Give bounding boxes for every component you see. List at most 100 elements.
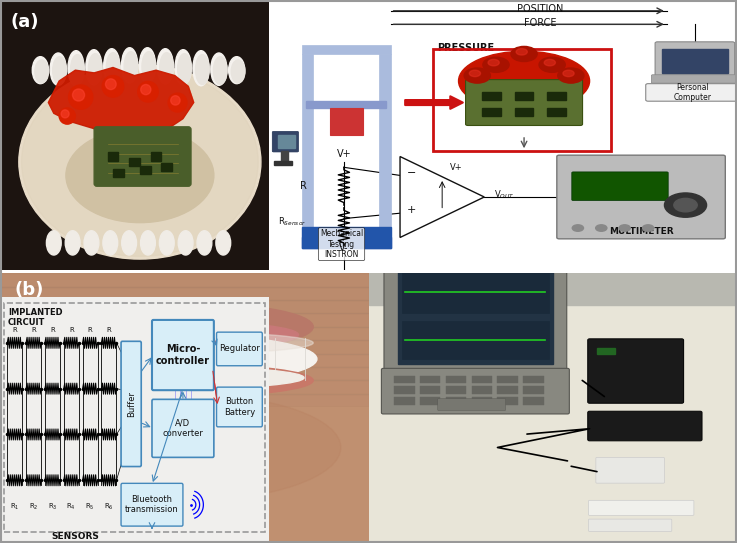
Bar	[523, 397, 543, 405]
Text: 101|528 V AC: 101|528 V AC	[601, 184, 640, 189]
Text: R$_5$: R$_5$	[85, 502, 95, 512]
Text: R$_4$: R$_4$	[66, 502, 76, 512]
Bar	[497, 376, 517, 383]
Bar	[0, 434, 368, 447]
Text: R: R	[69, 327, 74, 333]
Circle shape	[150, 458, 159, 464]
Ellipse shape	[68, 50, 84, 86]
Ellipse shape	[55, 332, 313, 353]
FancyBboxPatch shape	[382, 368, 569, 414]
Text: Bluetooth
transmission: Bluetooth transmission	[125, 495, 179, 514]
Ellipse shape	[28, 394, 340, 501]
FancyBboxPatch shape	[466, 80, 582, 125]
Circle shape	[242, 458, 251, 464]
Circle shape	[171, 355, 212, 384]
Text: R: R	[299, 181, 307, 191]
Circle shape	[572, 225, 584, 231]
FancyBboxPatch shape	[587, 339, 683, 403]
Circle shape	[209, 431, 217, 437]
Text: V$_{OUT}$: V$_{OUT}$	[494, 188, 514, 200]
Circle shape	[171, 96, 180, 105]
Bar	[150, 153, 161, 161]
Circle shape	[130, 404, 139, 411]
FancyBboxPatch shape	[588, 519, 671, 532]
Bar	[482, 108, 500, 116]
Circle shape	[511, 46, 537, 61]
Bar	[472, 386, 492, 394]
Bar	[0, 273, 368, 287]
Circle shape	[227, 377, 236, 384]
Bar	[0, 394, 368, 407]
Text: PRESSURE: PRESSURE	[438, 43, 495, 53]
Ellipse shape	[88, 54, 102, 84]
Ellipse shape	[35, 60, 49, 83]
Circle shape	[558, 68, 584, 83]
Circle shape	[469, 70, 481, 77]
Circle shape	[153, 431, 161, 437]
Bar	[0, 327, 368, 340]
FancyBboxPatch shape	[121, 483, 183, 526]
Bar	[0, 421, 368, 434]
Bar	[548, 92, 566, 100]
Ellipse shape	[193, 50, 209, 86]
Text: IMPLANTED
CIRCUIT: IMPLANTED CIRCUIT	[8, 308, 63, 327]
Circle shape	[61, 110, 69, 118]
Circle shape	[232, 404, 241, 411]
Bar	[523, 376, 543, 383]
Bar	[446, 397, 466, 405]
Text: V+: V+	[450, 163, 463, 172]
Circle shape	[214, 484, 223, 491]
Circle shape	[516, 48, 528, 55]
Text: R: R	[31, 327, 36, 333]
Ellipse shape	[52, 335, 317, 383]
FancyBboxPatch shape	[646, 84, 737, 101]
Bar	[398, 260, 553, 268]
FancyBboxPatch shape	[572, 172, 668, 200]
FancyBboxPatch shape	[384, 250, 567, 375]
FancyBboxPatch shape	[94, 127, 191, 186]
Text: R: R	[88, 327, 92, 333]
FancyBboxPatch shape	[588, 500, 694, 515]
Ellipse shape	[141, 231, 156, 255]
Polygon shape	[400, 156, 484, 237]
Ellipse shape	[85, 49, 102, 85]
Circle shape	[105, 79, 116, 90]
Bar	[279, 135, 295, 148]
Bar	[420, 386, 440, 394]
Bar	[420, 397, 440, 405]
Ellipse shape	[0, 488, 387, 543]
Ellipse shape	[124, 52, 138, 81]
Circle shape	[125, 431, 134, 437]
Ellipse shape	[66, 231, 80, 255]
Bar	[0, 515, 368, 528]
Bar	[472, 397, 492, 405]
Bar	[281, 151, 287, 162]
Ellipse shape	[197, 231, 212, 255]
Circle shape	[157, 377, 166, 384]
Circle shape	[117, 484, 126, 491]
Ellipse shape	[66, 128, 214, 223]
Circle shape	[155, 404, 164, 411]
Circle shape	[69, 85, 93, 109]
Circle shape	[180, 377, 189, 384]
Text: (b): (b)	[15, 281, 44, 299]
Polygon shape	[49, 67, 194, 135]
Circle shape	[488, 59, 499, 66]
Bar	[0, 528, 368, 541]
Bar	[368, 273, 737, 305]
Circle shape	[464, 68, 490, 83]
Text: V+: V+	[337, 149, 352, 159]
Ellipse shape	[216, 231, 231, 255]
Bar	[394, 397, 414, 405]
Ellipse shape	[175, 49, 191, 85]
Text: Mechanical
Testing
INSTRON: Mechanical Testing INSTRON	[320, 229, 363, 259]
Ellipse shape	[70, 321, 298, 348]
Circle shape	[212, 458, 220, 464]
Circle shape	[563, 70, 574, 77]
Circle shape	[133, 377, 142, 384]
Text: +: +	[407, 205, 416, 216]
Text: R$_6$: R$_6$	[104, 502, 113, 512]
Ellipse shape	[65, 367, 304, 388]
Circle shape	[674, 198, 697, 212]
Text: Regulator: Regulator	[219, 344, 260, 353]
